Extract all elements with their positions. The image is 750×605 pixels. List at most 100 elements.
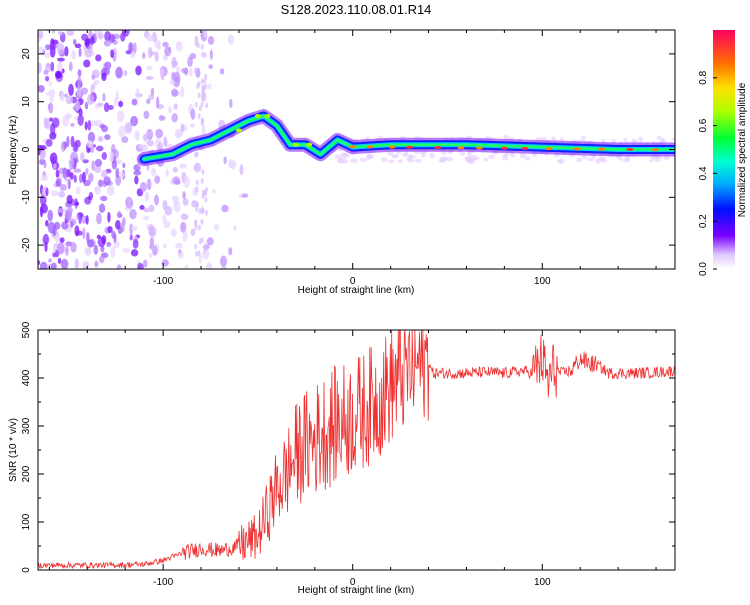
spectrogram-noise-blob [122,162,126,169]
spectrogram-noise-blob [107,226,113,234]
spectrogram-xtick-label: 100 [534,276,551,287]
spectrogram-hotspot [573,147,581,151]
spectrogram-hotspot [521,146,529,150]
spectrogram-hotspot [406,145,414,149]
spectrogram-noise-blob [195,206,199,213]
spectrogram-hotspot [434,145,442,149]
spectrogram-noise-blob [73,141,78,152]
spectrogram-noise-blob [197,113,201,120]
spectrogram-noise-blob [671,137,675,141]
spectrogram-noise-blob [200,43,204,50]
spectrogram-noise-blob [193,151,197,158]
spectrogram-noise-blob [220,255,228,267]
spectrogram-noise-blob [97,135,104,142]
spectrogram-noise-blob [103,176,111,186]
spectrogram-noise-blob [101,234,107,245]
spectrogram-noise-blob [43,69,49,76]
spectrogram-noise-blob [155,96,160,109]
spectrogram-noise-blob [94,260,99,268]
spectrogram-noise-blob [115,219,121,230]
spectrogram-noise-blob [143,259,148,268]
spectrogram-noise-blob [174,242,183,249]
spectrogram-noise-blob [190,228,196,237]
spectrogram-noise-blob [154,175,161,184]
spectrogram-noise-blob [367,154,375,159]
spectrogram-noise-blob [121,30,130,37]
spectrogram-noise-blob [38,46,45,54]
spectrogram-noise-blob [201,85,205,92]
spectrogram-noise-blob [77,69,82,77]
spectrogram-noise-blob [195,186,199,193]
spectrogram-noise-blob [195,200,199,207]
spectrogram-noise-blob [62,115,70,127]
spectrogram-noise-blob [38,260,41,266]
spectrogram-noise-blob [586,157,595,162]
spectrogram-noise-blob [77,76,82,88]
spectrogram-noise-blob [148,252,153,258]
spectrogram-noise-blob [144,191,150,202]
spectrogram-noise-blob [201,168,205,175]
spectrogram-noise-blob [64,93,68,98]
spectrogram-noise-blob [130,115,139,127]
spectrogram-noise-blob [205,209,209,216]
spectrogram-noise-blob [334,153,340,159]
spectrogram-noise-blob [414,158,422,163]
colorbar-ticks: 0.0 0.2 0.4 0.6 0.8 [698,70,717,276]
spectrogram-noise-blob [204,83,208,90]
spectrogram-noise-blob [104,134,111,140]
spectrogram-noise-blob [221,266,227,269]
spectrogram-noise-blob [55,178,62,187]
spectrogram-hotspot [254,114,261,119]
spectrogram-noise-blob [150,167,156,177]
spectrogram-noise-blob [127,197,132,207]
spectrogram-noise-blob [98,255,105,264]
spectrogram-noise-blob [219,68,225,75]
spectrogram-noise-blob [84,121,88,131]
spectrogram-noise-blob [38,62,42,74]
spectrogram-noise-blob [189,123,196,128]
spectrogram-noise-blob [135,88,140,100]
spectrogram-noise-blob [154,51,159,62]
spectrogram-hotspot [457,146,465,150]
spectrogram-noise-blob [96,212,102,225]
spectrogram-noise-blob [121,217,126,226]
spectrogram-noise-blob [113,233,117,243]
spectrogram-hotspot [366,145,374,149]
spectrogram-noise-blob [124,122,133,134]
spectrogram-noise-blob [69,160,74,171]
spectrogram-noise-blob [595,157,602,164]
colorbar-tick-label: 0.0 [698,262,709,276]
spectrogram-ytick-label: 10 [21,96,32,108]
spectrogram-noise-blob [60,258,69,269]
spectrogram-noise-blob [197,92,201,99]
spectrogram-noise-blob [104,61,112,70]
spectrogram-noise-blob [71,50,77,60]
spectrogram-noise-blob [158,115,165,122]
spectrogram-noise-blob [201,51,205,58]
spectrogram-noise-blob [203,52,207,59]
spectrogram-noise-blob [172,176,180,185]
spectrogram-noise-blob [75,186,81,195]
spectrogram-noise-blob [115,168,120,179]
spectrogram-noise-blob [150,87,155,96]
spectrogram-noise-blob [74,225,80,237]
spectrogram-noise-blob [115,66,123,79]
spectrogram-hotspot [545,147,553,151]
spectrogram-noise-blob [180,213,189,220]
spectrogram-noise-blob [45,44,51,51]
spectrogram-noise-blob [164,46,172,57]
spectrogram-noise-blob [81,171,86,183]
spectrogram-noise-blob [204,242,208,249]
spectrogram-noise-blob [131,98,138,106]
spectrogram-noise-blob [155,128,164,139]
spectrogram-noise-blob [204,186,208,193]
spectrogram-noise-blob [80,87,88,95]
spectrogram-noise-blob [163,136,168,148]
spectrogram-noise-blob [194,220,198,227]
spectrogram-noise-blob [223,156,227,165]
spectrogram-noise-blob [154,194,159,206]
chart-title: S128.2023.110.08.01.R14 [281,2,432,17]
spectrogram-noise-blob [85,246,92,257]
spectrogram-noise-blob [202,190,206,197]
spectrogram-noise-blob [70,242,77,253]
